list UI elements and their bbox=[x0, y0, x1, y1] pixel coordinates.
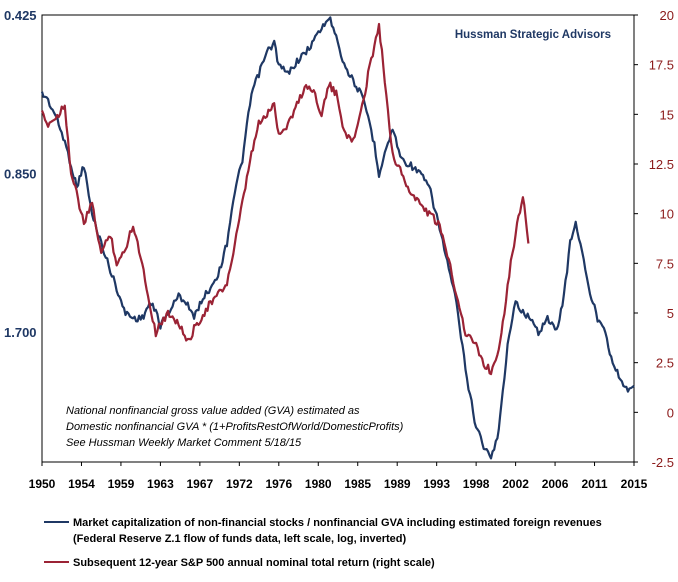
x-tick-label: 1967 bbox=[187, 477, 214, 491]
left-tick-label: 0.425 bbox=[4, 8, 37, 23]
x-axis-ticks: 1950 1954 1959 1963 1967 1972 1976 1980 1985 1989… bbox=[29, 462, 648, 491]
annotation-line-2: Domestic nonfinancial GVA * (1+ProfitsRe… bbox=[66, 421, 404, 433]
legend-label-market-cap-2: (Federal Reserve Z.1 flow of funds data,… bbox=[73, 533, 406, 545]
x-tick-label: 2011 bbox=[582, 477, 608, 491]
series-line-market-cap bbox=[40, 16, 635, 460]
x-tick-label: 2015 bbox=[621, 477, 648, 491]
x-tick-label: 1954 bbox=[68, 477, 95, 491]
x-tick-label: 1963 bbox=[147, 477, 174, 491]
annotation-line-3: See Hussman Weekly Market Comment 5/18/1… bbox=[66, 437, 302, 449]
x-tick-label: 2006 bbox=[542, 477, 569, 491]
right-tick-label: 17.5 bbox=[649, 58, 674, 73]
legend: Market capitalization of non-financial s… bbox=[44, 517, 602, 569]
left-axis-ticks: 0.425 0.850 1.700 bbox=[4, 8, 37, 340]
x-tick-label: 1976 bbox=[265, 477, 292, 491]
right-tick-label: 2.5 bbox=[656, 356, 674, 371]
left-tick-label: 0.850 bbox=[4, 167, 37, 182]
left-tick-label: 1.700 bbox=[4, 325, 37, 340]
series-layer bbox=[40, 16, 635, 460]
right-tick-label: -2.5 bbox=[652, 455, 674, 470]
x-tick-label: 1993 bbox=[423, 477, 450, 491]
right-tick-label: 20 bbox=[660, 8, 674, 23]
right-tick-label: 10 bbox=[660, 207, 674, 222]
x-tick-label: 1950 bbox=[29, 477, 56, 491]
annotation-line-1: National nonfinancial gross value added … bbox=[66, 405, 360, 417]
annotation-block: National nonfinancial gross value added … bbox=[66, 405, 404, 449]
legend-label-sp500: Subsequent 12-year S&P 500 annual nomina… bbox=[73, 557, 435, 569]
right-tick-label: 15 bbox=[660, 107, 674, 122]
right-tick-label: 7.5 bbox=[656, 256, 674, 271]
x-tick-label: 1998 bbox=[463, 477, 490, 491]
x-tick-label: 1985 bbox=[344, 477, 371, 491]
x-tick-label: 2002 bbox=[502, 477, 529, 491]
right-tick-label: 5 bbox=[667, 306, 674, 321]
plot-area bbox=[41, 14, 635, 463]
x-tick-label: 1959 bbox=[108, 477, 135, 491]
x-tick-label: 1989 bbox=[384, 477, 411, 491]
legend-label-market-cap-1: Market capitalization of non-financial s… bbox=[73, 517, 602, 529]
series-line-sp500-return bbox=[40, 22, 530, 376]
right-axis-ticks: 20 17.5 15 12.5 10 7.5 5 2.5 0 -2.5 bbox=[634, 8, 674, 470]
right-tick-label: 0 bbox=[667, 405, 674, 420]
right-tick-label: 12.5 bbox=[649, 157, 674, 172]
x-tick-label: 1980 bbox=[305, 477, 332, 491]
brand-label: Hussman Strategic Advisors bbox=[455, 29, 611, 41]
x-tick-label: 1972 bbox=[226, 477, 253, 491]
